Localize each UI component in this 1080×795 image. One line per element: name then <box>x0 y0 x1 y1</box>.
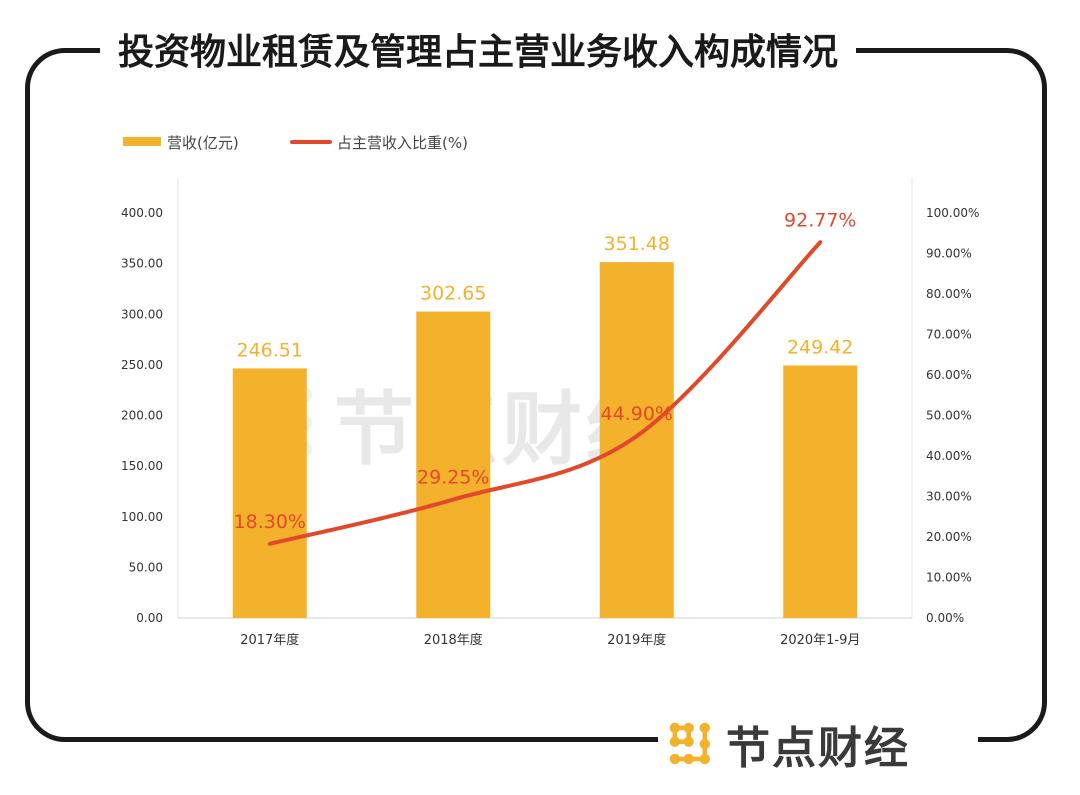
y-right-tick-label: 0.00% <box>926 611 964 625</box>
y-left-tick-label: 200.00 <box>121 409 163 423</box>
brand-logo-icon <box>669 722 710 765</box>
x-tick-label: 2019年度 <box>607 632 666 648</box>
brand-logo-text: 节点财经 <box>726 723 910 774</box>
y-left-tick-label: 250.00 <box>121 358 163 372</box>
y-right-tick-label: 50.00% <box>926 409 972 423</box>
bar-data-label: 249.42 <box>787 336 853 358</box>
bar <box>599 262 674 618</box>
y-left-tick-label: 150.00 <box>121 459 163 473</box>
y-left-tick-label: 350.00 <box>121 257 163 271</box>
legend-label-line: 占主营收入比重(%) <box>337 134 468 152</box>
brand-logo: 节点财经 <box>658 712 978 776</box>
bar <box>416 311 491 618</box>
line-data-label: 18.30% <box>234 511 306 533</box>
y-right-tick-label: 80.00% <box>926 287 972 301</box>
line-series <box>267 240 823 546</box>
y-right-tick-label: 40.00% <box>926 449 972 463</box>
x-tick-label: 2020年1-9月 <box>780 633 860 648</box>
y-left-tick-label: 100.00 <box>121 510 163 524</box>
line-data-label: 92.77% <box>784 209 856 231</box>
legend-label-bar: 营收(亿元) <box>167 134 239 152</box>
y-left-tick-label: 50.00 <box>129 560 163 574</box>
y-right-tick-label: 20.00% <box>926 530 972 544</box>
bar <box>783 365 858 618</box>
bar-data-label: 351.48 <box>604 233 670 255</box>
bar-data-label: 302.65 <box>420 283 486 305</box>
bar <box>232 368 307 618</box>
line-data-label: 44.90% <box>601 403 673 425</box>
legend-swatch-bar <box>123 137 161 146</box>
y-right-tick-label: 90.00% <box>926 247 972 261</box>
chart-title: 投资物业租赁及管理占主营业务收入构成情况 <box>100 28 857 78</box>
y-right-tick-label: 70.00% <box>926 328 972 342</box>
y-right-tick-label: 10.00% <box>926 571 972 585</box>
y-left-tick-label: 400.00 <box>121 206 163 220</box>
y-right-tick-label: 100.00% <box>926 206 979 220</box>
y-right-tick-label: 30.00% <box>926 490 972 504</box>
line-data-label: 29.25% <box>417 467 489 489</box>
x-tick-label: 2018年度 <box>424 632 483 648</box>
x-tick-label: 2017年度 <box>240 632 299 648</box>
y-right-tick-label: 60.00% <box>926 368 972 382</box>
bar-data-label: 246.51 <box>237 339 303 361</box>
y-left-tick-label: 300.00 <box>121 307 163 321</box>
y-left-tick-label: 0.00 <box>136 611 163 625</box>
